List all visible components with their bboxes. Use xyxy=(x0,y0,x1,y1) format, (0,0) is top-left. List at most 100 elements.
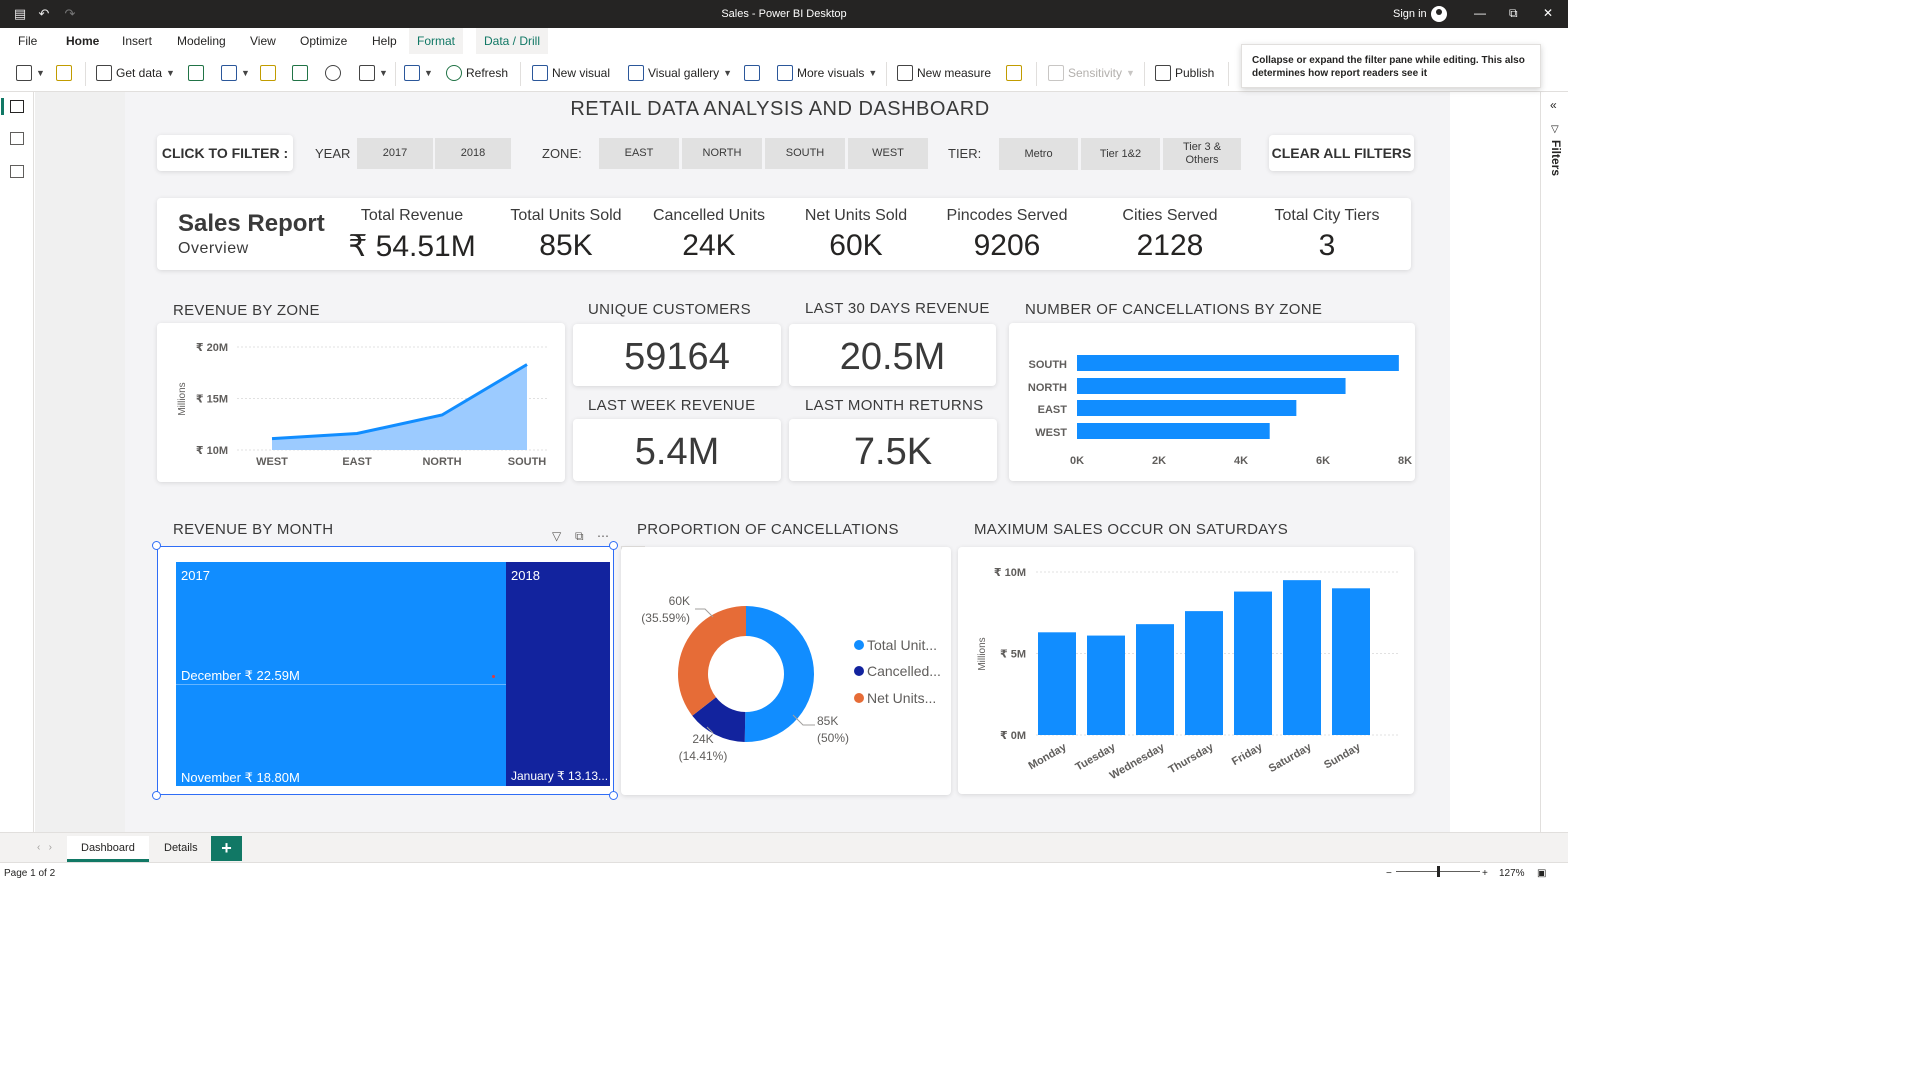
last-30-days-revenue-card[interactable] xyxy=(789,324,996,386)
last-week-revenue-card[interactable] xyxy=(573,419,781,481)
resize-handle[interactable] xyxy=(609,791,618,800)
text-box-icon xyxy=(744,65,760,81)
page-tab-details[interactable]: Details xyxy=(164,842,198,854)
minimize-icon[interactable]: — xyxy=(1474,6,1486,20)
redo-icon[interactable]: ↷ xyxy=(64,6,76,21)
zone-east-button[interactable]: EAST xyxy=(599,138,679,169)
treemap-cell-december[interactable]: 2017 December ₹ 22.59M xyxy=(176,562,506,684)
kpi-value: 9206 xyxy=(973,229,1041,262)
clear-all-filters-button[interactable]: CLEAR ALL FILTERS xyxy=(1269,135,1414,171)
sql-button[interactable] xyxy=(260,65,276,81)
slice-percent-label: (50%) xyxy=(817,731,849,745)
last-week-revenue-value: 5.4M xyxy=(634,431,720,473)
sensitivity-button[interactable]: Sensitivity ▼ xyxy=(1048,65,1135,81)
revenue-by-zone-title: REVENUE BY ZONE xyxy=(173,302,320,319)
x-tick-label: Friday xyxy=(1230,741,1265,768)
dataverse-button[interactable] xyxy=(325,65,341,81)
excel-button[interactable] xyxy=(188,65,204,81)
quick-measure-button[interactable] xyxy=(1006,65,1022,81)
x-tick-label: 0K xyxy=(1070,455,1084,467)
bar xyxy=(1283,580,1321,735)
zone-west-button[interactable]: WEST xyxy=(848,138,928,169)
tab-help[interactable]: Help xyxy=(372,34,397,48)
cancellations-by-zone-title: NUMBER OF CANCELLATIONS BY ZONE xyxy=(1025,301,1323,318)
focus-mode-icon[interactable]: ⧉ xyxy=(575,529,584,543)
tab-home[interactable]: Home xyxy=(66,34,100,56)
zoom-level[interactable]: 127% xyxy=(1499,868,1525,879)
zoom-out-icon[interactable]: − xyxy=(1386,868,1392,879)
donut-slice xyxy=(744,606,815,742)
recent-sources-icon xyxy=(359,65,375,81)
kpi-value: 60K xyxy=(829,229,883,262)
report-view-icon[interactable] xyxy=(1,98,24,115)
year-2018-button[interactable]: 2018 xyxy=(435,138,511,169)
new-measure-button[interactable]: New measure xyxy=(897,65,991,81)
sales-report-subtitle: Overview xyxy=(178,240,249,257)
tier-1-2-button[interactable]: Tier 1&2 xyxy=(1081,138,1160,170)
get-data-button[interactable]: Get data ▼ xyxy=(96,65,175,81)
model-view-icon[interactable] xyxy=(10,165,24,178)
tab-data-drill[interactable]: Data / Drill xyxy=(476,28,549,54)
kpi-label: Cancelled Units xyxy=(652,207,766,224)
transform-data-button[interactable]: ▼ xyxy=(404,65,433,81)
enter-data-button[interactable] xyxy=(292,65,308,81)
tier-metro-button[interactable]: Metro xyxy=(999,138,1078,170)
collapse-filters-icon[interactable]: « xyxy=(1550,98,1557,112)
tab-optimize[interactable]: Optimize xyxy=(300,34,348,48)
undo-icon[interactable]: ↶ xyxy=(38,6,50,21)
revenue-by-month-treemap[interactable]: 2017 December ₹ 22.59M November ₹ 18.80M… xyxy=(157,546,614,795)
zone-south-button[interactable]: SOUTH xyxy=(765,138,845,169)
resize-handle[interactable] xyxy=(152,541,161,550)
filters-label[interactable]: Filters xyxy=(1549,140,1563,177)
more-visuals-button[interactable]: More visuals ▼ xyxy=(777,65,877,81)
treemap-cell-january[interactable]: 2018 January ₹ 13.13... xyxy=(506,562,610,786)
recent-sources-button[interactable]: ▼ xyxy=(359,65,388,81)
filters-pane[interactable]: « ▽ Filters xyxy=(1540,92,1568,832)
revenue-by-month-title: REVENUE BY MONTH xyxy=(173,521,334,538)
zoom-slider-thumb[interactable] xyxy=(1437,866,1440,877)
resize-handle[interactable] xyxy=(152,791,161,800)
category-label: NORTH xyxy=(1028,382,1067,394)
paste-button[interactable]: ▼ xyxy=(16,65,45,81)
tab-view[interactable]: View xyxy=(250,34,276,48)
visual-filter-icon[interactable]: ▽ xyxy=(552,529,562,543)
zone-label: ZONE: xyxy=(542,146,582,161)
table-view-icon[interactable] xyxy=(10,132,24,145)
tab-modeling[interactable]: Modeling xyxy=(177,34,226,48)
x-tick-label: Thursday xyxy=(1167,741,1217,777)
revenue-by-zone-chart: ₹ 10M ₹ 15M ₹ 20M Millions WEST EAST NORTH SOUT… xyxy=(177,342,547,468)
treemap-cell-november[interactable]: November ₹ 18.80M xyxy=(176,684,506,786)
unique-customers-card[interactable] xyxy=(573,324,781,386)
close-icon[interactable]: ✕ xyxy=(1543,6,1554,20)
x-tick-label: SOUTH xyxy=(508,456,547,468)
slice-percent-label: (35.59%) xyxy=(641,611,690,625)
visual-gallery-button[interactable]: Visual gallery ▼ xyxy=(628,65,732,81)
page-tab-dashboard[interactable]: Dashboard xyxy=(67,836,149,862)
more-options-icon[interactable]: ⋯ xyxy=(597,529,609,543)
restore-icon[interactable]: ⧉ xyxy=(1509,6,1518,20)
publish-button[interactable]: Publish xyxy=(1155,65,1214,81)
onelake-button[interactable]: ▼ xyxy=(221,65,250,81)
tab-insert[interactable]: Insert xyxy=(122,34,153,48)
text-box-button[interactable] xyxy=(744,65,760,81)
fit-to-page-icon[interactable]: ▣ xyxy=(1537,868,1547,879)
zoom-in-icon[interactable]: + xyxy=(1482,868,1488,879)
save-icon[interactable]: ▤ xyxy=(13,6,27,21)
resize-handle[interactable] xyxy=(609,541,618,550)
last-month-returns-card[interactable] xyxy=(789,419,997,481)
tier-3-others-button[interactable]: Tier 3 & Others xyxy=(1163,138,1241,170)
tab-format[interactable]: Format xyxy=(409,28,464,54)
add-page-button[interactable]: + xyxy=(211,836,242,861)
refresh-button[interactable]: Refresh xyxy=(446,65,508,81)
sign-in-link[interactable]: Sign in xyxy=(1393,8,1427,20)
tab-file[interactable]: File xyxy=(18,34,38,48)
format-painter-button[interactable] xyxy=(56,65,72,81)
transform-icon xyxy=(404,65,420,81)
year-2017-button[interactable]: 2017 xyxy=(357,138,433,169)
account-icon[interactable] xyxy=(1431,6,1447,22)
dataverse-icon xyxy=(325,65,341,81)
page-nav-arrows[interactable]: ‹ › xyxy=(37,842,52,853)
new-visual-button[interactable]: New visual xyxy=(532,65,610,81)
table-icon xyxy=(292,65,308,81)
zone-north-button[interactable]: NORTH xyxy=(682,138,762,169)
